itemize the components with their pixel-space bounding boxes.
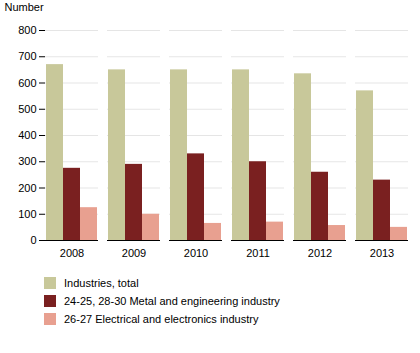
- svg-text:600: 600: [18, 77, 36, 89]
- html-text:26-27 Electrical and electroni: 26-27 Electrical and electronics industr…: [64, 313, 259, 325]
- svg-text:200: 200: [18, 182, 36, 194]
- svg-text:2010: 2010: [184, 247, 208, 259]
- html-text:24-25, 28-30 Metal and enginee: 24-25, 28-30 Metal and engineering indus…: [64, 295, 280, 307]
- svg-text:2008: 2008: [60, 247, 84, 259]
- svg-text:0: 0: [30, 234, 36, 246]
- svg-text:800: 800: [18, 24, 36, 36]
- svg-text:2009: 2009: [122, 247, 146, 259]
- svg-text:2011: 2011: [246, 247, 270, 259]
- svg-text:700: 700: [18, 50, 36, 62]
- svg-text:500: 500: [18, 103, 36, 115]
- svg-text:100: 100: [18, 208, 36, 220]
- svg-text:300: 300: [18, 155, 36, 167]
- html-text:Industries, total: Industries, total: [64, 277, 139, 289]
- svg-text:2012: 2012: [308, 247, 332, 259]
- svg-text:400: 400: [18, 129, 36, 141]
- svg-text:2013: 2013: [370, 247, 394, 259]
- svg-text:Number: Number: [5, 1, 44, 13]
